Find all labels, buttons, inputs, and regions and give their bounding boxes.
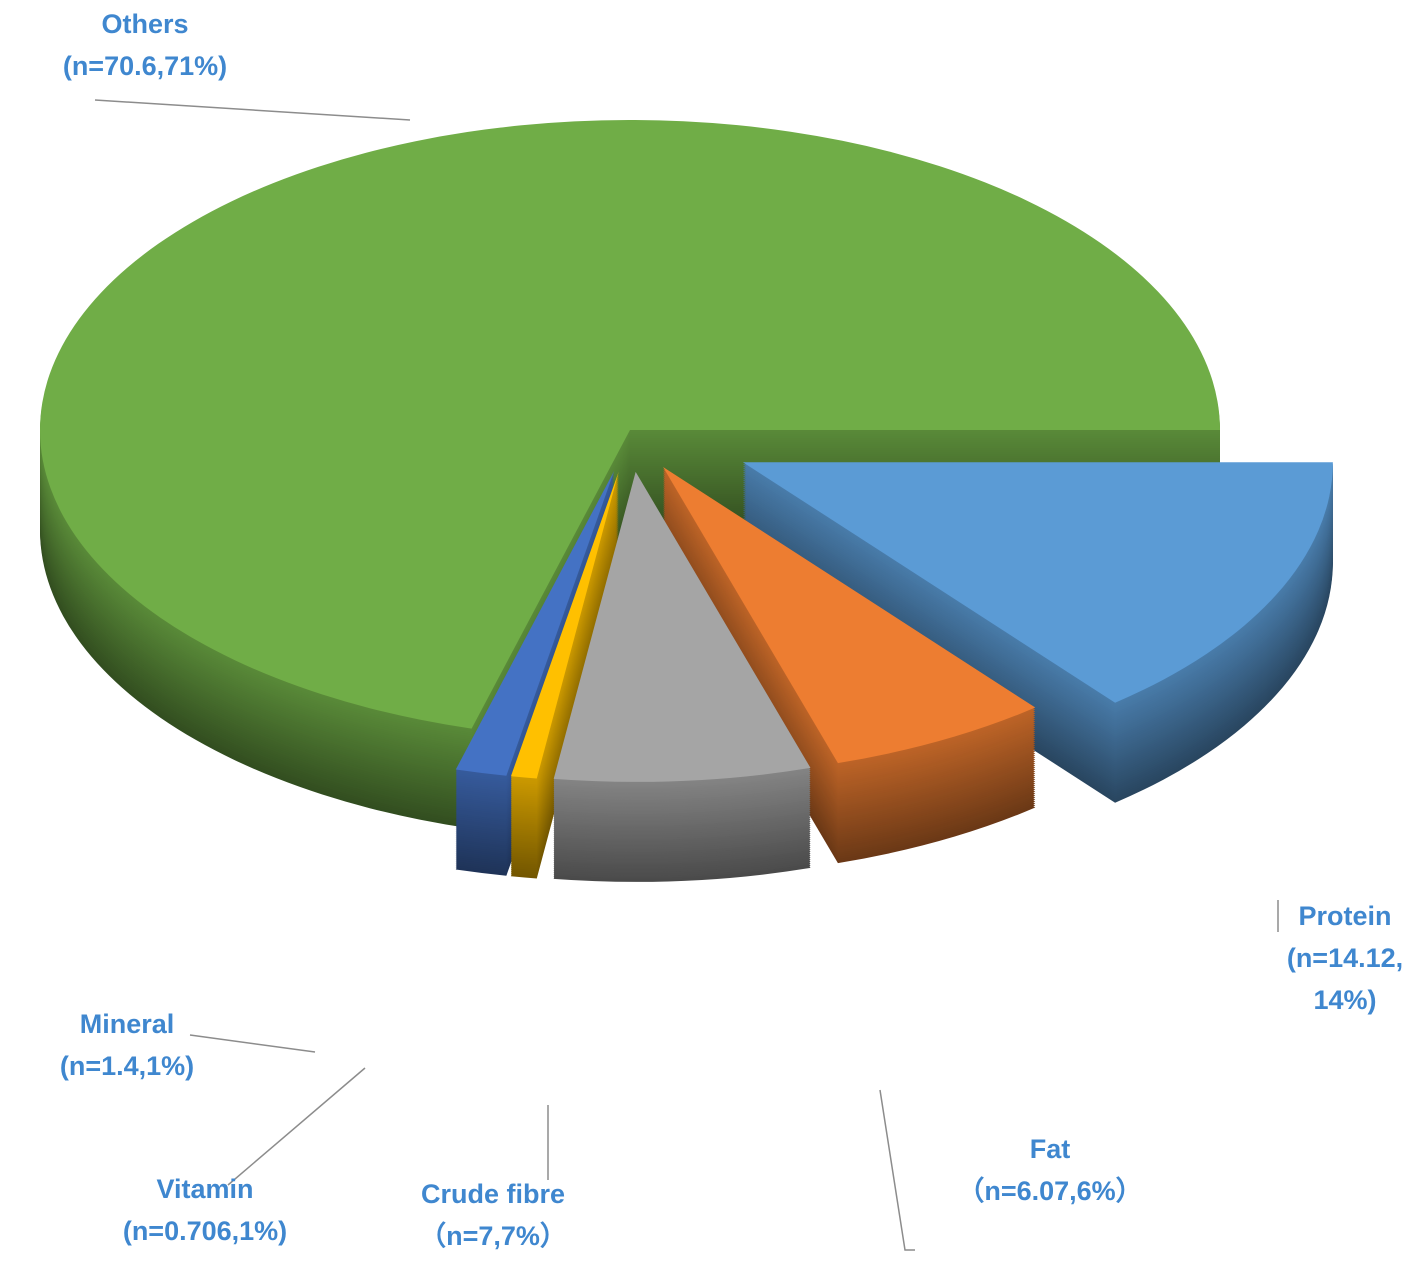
leader-line — [879, 1089, 915, 1251]
label-name: Others — [101, 9, 189, 39]
slice — [39, 120, 1220, 729]
data-label: Vitamin (n=0.706,1%) — [75, 1168, 335, 1252]
leader-line — [94, 99, 411, 121]
label-name: Mineral — [79, 1009, 175, 1039]
label-name: Protein — [1298, 901, 1392, 931]
data-label: Crude fibre （n=7,7%） — [383, 1173, 603, 1257]
label-value: （n=7,7%） — [419, 1221, 567, 1251]
slice — [663, 467, 1036, 764]
data-label: Fat （n=6.07,6%） — [920, 1128, 1180, 1212]
label-name: Vitamin — [156, 1174, 254, 1204]
leader-line — [227, 1067, 366, 1186]
data-label: Protein (n=14.12, 14%) — [1280, 895, 1410, 1021]
leader-line — [189, 1034, 316, 1053]
label-value: (n=70.6,71%) — [62, 51, 228, 81]
slice-group — [39, 120, 1220, 829]
label-name: Crude fibre — [420, 1179, 566, 1209]
slice-group — [553, 471, 811, 882]
slice — [553, 471, 811, 782]
slice — [510, 471, 619, 779]
label-value: (n=1.4,1%) — [59, 1051, 195, 1081]
label-value: (n=0.706,1%) — [122, 1216, 288, 1246]
data-label: Others (n=70.6,71%) — [15, 3, 275, 87]
leader-lines — [94, 99, 1279, 1251]
slice — [742, 462, 1333, 703]
label-name: Fat — [1029, 1134, 1071, 1164]
slice-group — [663, 467, 1036, 864]
data-label: Mineral (n=1.4,1%) — [17, 1003, 237, 1087]
slice — [455, 470, 615, 776]
label-value: (n=14.12, 14%) — [1286, 943, 1404, 1015]
slices — [39, 120, 1333, 882]
label-value: （n=6.07,6%） — [957, 1176, 1143, 1206]
slice-group — [510, 471, 619, 879]
